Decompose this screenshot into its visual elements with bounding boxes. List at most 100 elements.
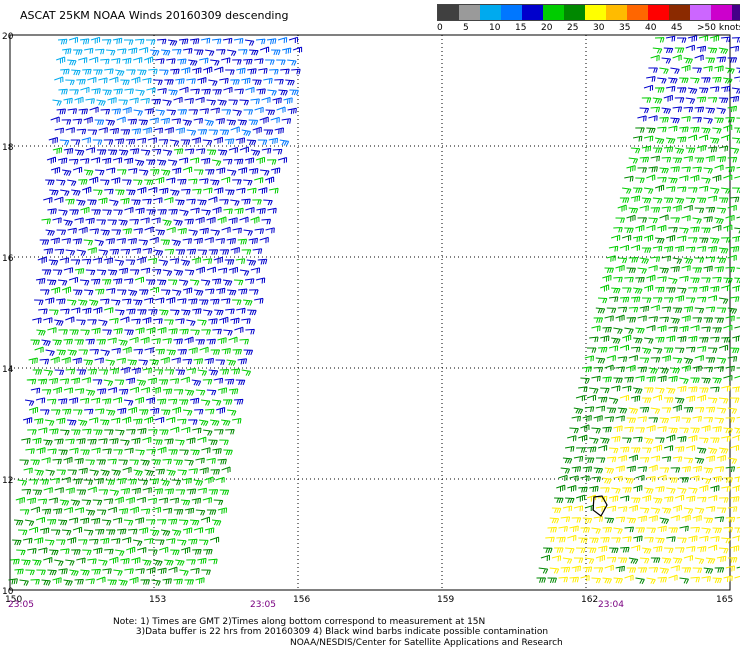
wind-barb <box>703 467 714 474</box>
wind-barb <box>630 244 640 251</box>
wind-barb <box>186 319 196 327</box>
wind-barb <box>203 66 213 74</box>
wind-barb <box>676 235 687 242</box>
wind-barb <box>650 207 661 213</box>
wind-barb <box>665 234 676 242</box>
wind-barb <box>120 248 131 255</box>
wind-barb <box>287 107 297 115</box>
wind-barb <box>729 444 740 451</box>
wind-barb <box>665 85 676 92</box>
wind-barb <box>32 369 43 375</box>
wind-barb <box>204 119 214 127</box>
wind-barb <box>120 129 131 135</box>
wind-barb <box>683 457 694 464</box>
wind-barb <box>164 438 174 445</box>
wind-barb <box>674 397 685 404</box>
wind-barb <box>696 96 707 103</box>
wind-barb <box>210 349 221 355</box>
wind-barb <box>61 119 72 125</box>
wind-barb <box>147 497 158 504</box>
wind-barb <box>114 138 125 145</box>
wind-barb <box>182 477 192 485</box>
wind-barb <box>153 197 163 204</box>
wind-barb <box>560 467 571 474</box>
wind-barb <box>60 429 70 436</box>
wind-barb <box>707 495 718 502</box>
wind-barb <box>177 109 188 115</box>
wind-barb <box>50 356 60 364</box>
wind-barb <box>644 537 654 543</box>
wind-barb <box>655 286 665 293</box>
wind-barb <box>173 459 183 466</box>
wind-barb <box>56 108 66 115</box>
wind-barb <box>43 369 54 376</box>
wind-barb <box>591 325 601 332</box>
wind-barb <box>214 309 224 316</box>
wind-barb <box>670 217 680 223</box>
wind-barb <box>66 537 77 544</box>
wind-barb <box>657 276 667 282</box>
wind-barb <box>188 178 198 185</box>
wind-barb <box>146 449 156 455</box>
wind-barb <box>637 217 647 223</box>
wind-barb <box>162 99 172 106</box>
wind-barb <box>211 159 222 167</box>
wind-barb <box>663 47 674 54</box>
wind-barb <box>235 379 246 386</box>
wind-barb <box>202 139 213 146</box>
wind-barb <box>138 47 149 54</box>
wind-barb <box>101 398 112 405</box>
wind-barb <box>129 269 140 275</box>
wind-barb <box>688 287 698 293</box>
wind-barb <box>591 375 601 382</box>
wind-barb <box>646 274 656 282</box>
wind-barb <box>126 429 136 435</box>
wind-barb <box>117 48 127 55</box>
wind-barb <box>734 575 740 579</box>
legend-swatch-14 <box>732 5 740 20</box>
wind-barb <box>94 529 105 535</box>
wind-barb <box>685 197 696 204</box>
wind-barb <box>182 358 193 365</box>
wind-barb <box>131 437 141 445</box>
wind-barb <box>247 309 257 316</box>
wind-barb <box>694 54 704 61</box>
wind-barb <box>106 288 116 294</box>
wind-barb <box>181 426 191 434</box>
wind-barb <box>146 209 156 215</box>
wind-barb <box>606 505 617 512</box>
wind-barb <box>587 547 597 554</box>
wind-barb <box>659 316 669 323</box>
wind-barb <box>228 336 238 343</box>
wind-barb <box>142 198 152 205</box>
wind-barb <box>661 57 672 64</box>
wind-barb <box>60 68 70 75</box>
wind-barb <box>729 45 740 52</box>
wind-barb <box>597 396 608 403</box>
wind-barb <box>237 167 248 174</box>
wind-barb <box>151 148 162 155</box>
wind-barb <box>52 458 62 465</box>
wind-barb <box>54 319 64 327</box>
wind-barb <box>191 257 201 264</box>
wind-barb <box>720 85 731 93</box>
wind-barb <box>622 536 632 543</box>
wind-barb <box>52 577 62 584</box>
wind-barb <box>727 254 737 261</box>
wind-barb <box>184 389 195 396</box>
wind-barb <box>560 566 571 573</box>
wind-barb <box>732 386 740 393</box>
wind-barb <box>582 366 592 373</box>
wind-barb <box>233 279 244 286</box>
wind-barb <box>193 237 203 245</box>
wind-barb <box>87 247 97 254</box>
wind-barb <box>639 205 649 212</box>
wind-barb <box>195 389 206 396</box>
wind-barb <box>111 229 122 235</box>
wind-barb <box>283 97 293 104</box>
wind-barb <box>41 579 51 586</box>
wind-barb <box>189 157 200 164</box>
wind-barb <box>213 256 223 264</box>
wind-barb <box>80 86 90 94</box>
wind-barb <box>195 266 205 274</box>
